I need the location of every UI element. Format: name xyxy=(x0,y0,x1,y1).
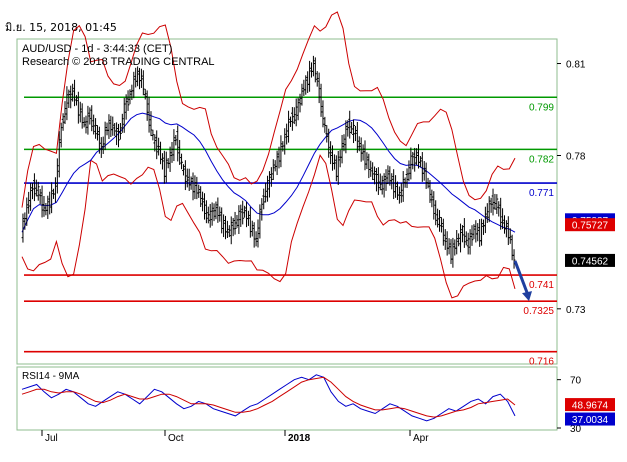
y-tick-label-1: 0.78 xyxy=(566,152,586,163)
projection-arrowhead xyxy=(522,291,532,302)
rsi-axis-labels: 70 30 48.9674 37.0034 xyxy=(557,376,615,435)
bollinger-bands xyxy=(21,11,516,299)
level-label-3: 0.741 xyxy=(529,280,554,291)
rsi-series-0 xyxy=(21,374,516,422)
y-tick-label-2: 0.73 xyxy=(566,305,586,316)
rsi-badge-0: 48.9674 xyxy=(572,401,609,412)
candlesticks xyxy=(21,55,516,269)
x-tick-label-2: 2018 xyxy=(288,433,311,444)
level-label-1: 0.782 xyxy=(529,154,554,165)
level-label-2: 0.771 xyxy=(529,188,554,199)
rsi-badge-bg-0 xyxy=(565,398,615,412)
chart-subtitle: Research © 2018 TRADING CENTRAL xyxy=(22,56,215,68)
price-badge-1: 0.75727 xyxy=(572,221,609,232)
y-tick-label-0: 0.81 xyxy=(566,60,586,71)
price-badge-bg-1 xyxy=(565,218,615,232)
x-tick-label-1: Oct xyxy=(168,433,184,444)
rsi-badge-bg-1 xyxy=(565,412,615,426)
level-label-4: 0.7325 xyxy=(523,306,554,317)
projection-line xyxy=(513,260,530,296)
chart-title: AUD/USD - 1d - 3:44:33 (CET) xyxy=(22,43,172,55)
x-tick-label-0: Jul xyxy=(45,433,58,444)
price-badge-bg-2 xyxy=(565,253,615,267)
rsi-title: RSI14 - 9MA xyxy=(22,371,80,382)
moving-average-line xyxy=(21,112,516,233)
price-badge-2: 0.74562 xyxy=(572,256,609,267)
level-label-0: 0.799 xyxy=(529,102,554,113)
bollinger-upper xyxy=(21,11,516,208)
rsi-series-1 xyxy=(21,376,516,418)
x-tick-label-3: Apr xyxy=(413,433,429,444)
rsi-panel-frame xyxy=(16,366,558,431)
rsi-tick-label-1: 30 xyxy=(570,424,582,435)
projection-arrow xyxy=(513,260,532,302)
x-axis: Jul Oct 2018 Apr xyxy=(41,430,429,444)
rsi-lines xyxy=(21,374,516,422)
bollinger-lower xyxy=(21,154,516,299)
rsi-badge-1: 37.0034 xyxy=(572,415,609,426)
rsi-tick-label-0: 70 xyxy=(570,376,582,387)
level-label-5: 0.716 xyxy=(529,357,554,368)
top-bar: มิ.ย. 15, 2018, 01:45 xyxy=(0,0,627,36)
moving-average xyxy=(21,112,516,233)
support-resistance-levels: 0.799 0.782 0.771 0.741 0.7325 0.716 xyxy=(24,96,557,368)
timestamp: มิ.ย. 15, 2018, 01:45 xyxy=(5,21,117,34)
